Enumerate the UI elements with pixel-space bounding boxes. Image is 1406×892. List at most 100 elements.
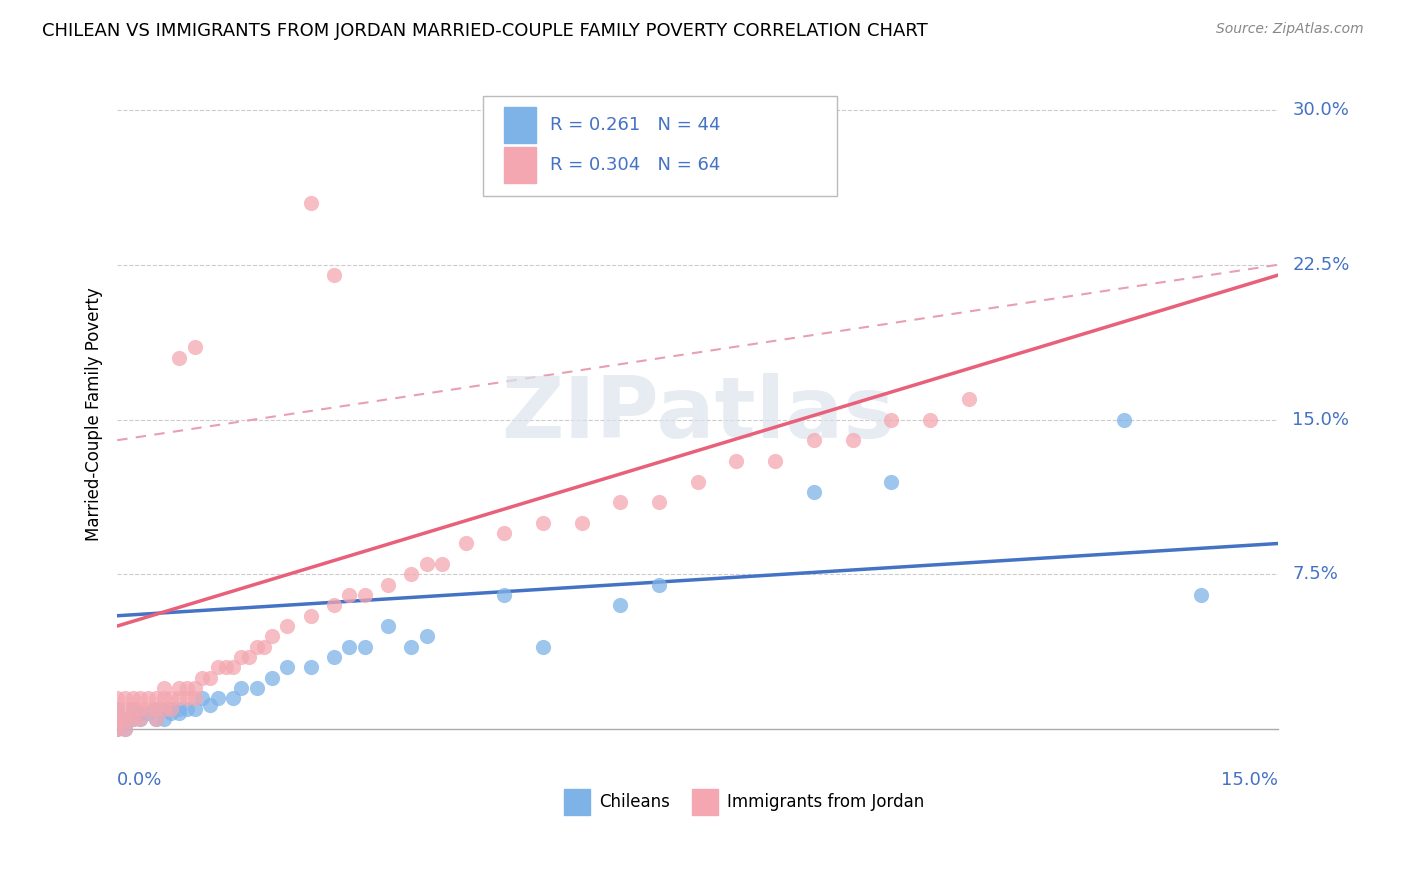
- Point: [129, 701, 152, 715]
- Point: [105, 691, 128, 706]
- Bar: [692, 789, 717, 815]
- Point: [129, 712, 152, 726]
- Point: [121, 701, 143, 715]
- Text: 7.5%: 7.5%: [1292, 566, 1339, 583]
- Text: Source: ZipAtlas.com: Source: ZipAtlas.com: [1216, 22, 1364, 37]
- Point: [129, 706, 152, 720]
- Point: [121, 701, 143, 715]
- Point: [198, 671, 221, 685]
- Point: [841, 434, 863, 448]
- Point: [136, 701, 159, 715]
- Point: [609, 495, 631, 509]
- Point: [114, 723, 136, 737]
- Point: [531, 516, 554, 530]
- Text: 0.0%: 0.0%: [117, 771, 163, 789]
- Point: [176, 691, 198, 706]
- Point: [276, 660, 298, 674]
- Point: [145, 712, 167, 726]
- Point: [167, 351, 190, 365]
- Point: [114, 723, 136, 737]
- Text: CHILEAN VS IMMIGRANTS FROM JORDAN MARRIED-COUPLE FAMILY POVERTY CORRELATION CHAR: CHILEAN VS IMMIGRANTS FROM JORDAN MARRIE…: [42, 22, 928, 40]
- Point: [323, 268, 346, 282]
- Point: [454, 536, 477, 550]
- Point: [152, 701, 174, 715]
- Bar: [564, 789, 589, 815]
- Bar: [503, 146, 536, 183]
- Text: R = 0.304   N = 64: R = 0.304 N = 64: [550, 156, 721, 174]
- Point: [152, 691, 174, 706]
- Point: [136, 691, 159, 706]
- Point: [416, 629, 439, 643]
- Point: [207, 660, 229, 674]
- Point: [114, 712, 136, 726]
- Text: ZIPatlas: ZIPatlas: [501, 373, 894, 456]
- Point: [114, 712, 136, 726]
- Point: [238, 650, 260, 665]
- Point: [401, 567, 423, 582]
- Point: [354, 588, 377, 602]
- Y-axis label: Married-Couple Family Poverty: Married-Couple Family Poverty: [86, 287, 103, 541]
- Point: [323, 650, 346, 665]
- Point: [880, 475, 903, 489]
- Point: [167, 701, 190, 715]
- Point: [145, 712, 167, 726]
- Point: [401, 640, 423, 654]
- Point: [957, 392, 980, 406]
- Point: [229, 650, 252, 665]
- Point: [686, 475, 709, 489]
- Point: [323, 599, 346, 613]
- Point: [339, 588, 361, 602]
- Point: [176, 701, 198, 715]
- Point: [160, 691, 183, 706]
- Point: [183, 691, 205, 706]
- Point: [377, 619, 399, 633]
- Point: [648, 495, 671, 509]
- Point: [121, 691, 143, 706]
- Point: [105, 712, 128, 726]
- Text: 30.0%: 30.0%: [1292, 101, 1350, 119]
- Point: [105, 712, 128, 726]
- Point: [105, 723, 128, 737]
- Point: [191, 691, 214, 706]
- Point: [1189, 588, 1212, 602]
- Point: [105, 701, 128, 715]
- Point: [105, 712, 128, 726]
- Point: [160, 701, 183, 715]
- Point: [136, 706, 159, 720]
- Point: [183, 701, 205, 715]
- Point: [105, 712, 128, 726]
- Point: [121, 712, 143, 726]
- Point: [152, 712, 174, 726]
- Point: [260, 629, 283, 643]
- Text: Chileans: Chileans: [599, 793, 669, 811]
- Point: [276, 619, 298, 633]
- Point: [121, 712, 143, 726]
- Point: [229, 681, 252, 695]
- Point: [145, 701, 167, 715]
- Point: [339, 640, 361, 654]
- Point: [803, 484, 825, 499]
- Point: [354, 640, 377, 654]
- Point: [609, 599, 631, 613]
- Text: Immigrants from Jordan: Immigrants from Jordan: [727, 793, 924, 811]
- Point: [129, 712, 152, 726]
- Point: [167, 681, 190, 695]
- Point: [105, 723, 128, 737]
- Point: [803, 434, 825, 448]
- Point: [432, 557, 454, 571]
- Point: [145, 691, 167, 706]
- Point: [260, 671, 283, 685]
- Point: [152, 701, 174, 715]
- Point: [160, 701, 183, 715]
- Point: [198, 698, 221, 712]
- Point: [299, 660, 322, 674]
- Point: [214, 660, 236, 674]
- Point: [183, 681, 205, 695]
- Point: [105, 701, 128, 715]
- Point: [416, 557, 439, 571]
- Text: R = 0.261   N = 44: R = 0.261 N = 44: [550, 116, 721, 134]
- Bar: [503, 106, 536, 143]
- Point: [648, 578, 671, 592]
- Point: [191, 671, 214, 685]
- Point: [918, 412, 941, 426]
